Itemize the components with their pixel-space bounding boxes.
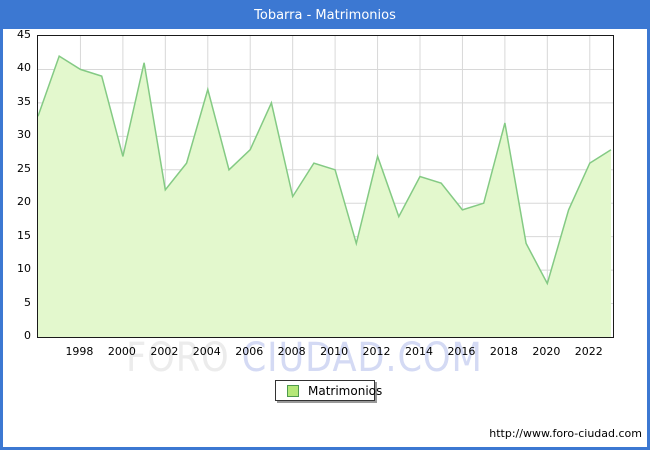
y-tick-label: 5: [24, 295, 31, 309]
x-tick-label: 2020: [532, 345, 561, 358]
x-tick-label: 2004: [192, 345, 221, 358]
x-tick-label: 2010: [320, 345, 349, 358]
legend: Matrimonios: [275, 380, 382, 401]
x-tick-label: 2012: [362, 345, 391, 358]
y-tick-label: 40: [17, 61, 31, 75]
legend-swatch-icon: [287, 384, 299, 397]
x-tick-label: 2022: [574, 345, 603, 358]
y-tick-label: 20: [17, 195, 31, 209]
legend-label: Matrimonios: [308, 383, 383, 398]
y-tick-label: 25: [17, 161, 31, 175]
area-series-line: [38, 54, 612, 286]
x-tick-label: 1998: [65, 345, 94, 358]
y-tick-label: 35: [17, 94, 31, 108]
watermark-part2: CIUDAD.COM: [241, 335, 483, 381]
x-tick-label: 2014: [405, 345, 433, 358]
y-tick-label: 15: [17, 228, 31, 242]
y-tick-label: 30: [17, 128, 31, 142]
watermark: FORO CIUDAD.COM: [126, 335, 483, 381]
y-tick-label: 0: [24, 329, 31, 342]
chart-canvas: FORO CIUDAD.COM 0 5 10 15 20 25 30 35 40 45 1998 2…: [3, 28, 647, 447]
y-tick-label: 45: [17, 28, 31, 41]
x-tick-label: 2002: [150, 345, 179, 358]
chart-title: Tobarra - Matrimonios: [3, 3, 647, 29]
area-series-fill: [38, 56, 611, 337]
watermark-part1: FORO: [126, 335, 230, 381]
x-tick-label: 2018: [489, 345, 518, 358]
area-chart: [38, 36, 613, 337]
plot-area: [37, 35, 614, 338]
x-tick-label: 2016: [447, 345, 476, 358]
footer-url: http://www.foro-ciudad.com: [489, 427, 642, 440]
x-tick-label: 2008: [277, 345, 306, 358]
x-tick-label: 2006: [235, 345, 264, 358]
x-tick-label: 2000: [107, 345, 136, 358]
y-tick-label: 10: [17, 262, 31, 276]
